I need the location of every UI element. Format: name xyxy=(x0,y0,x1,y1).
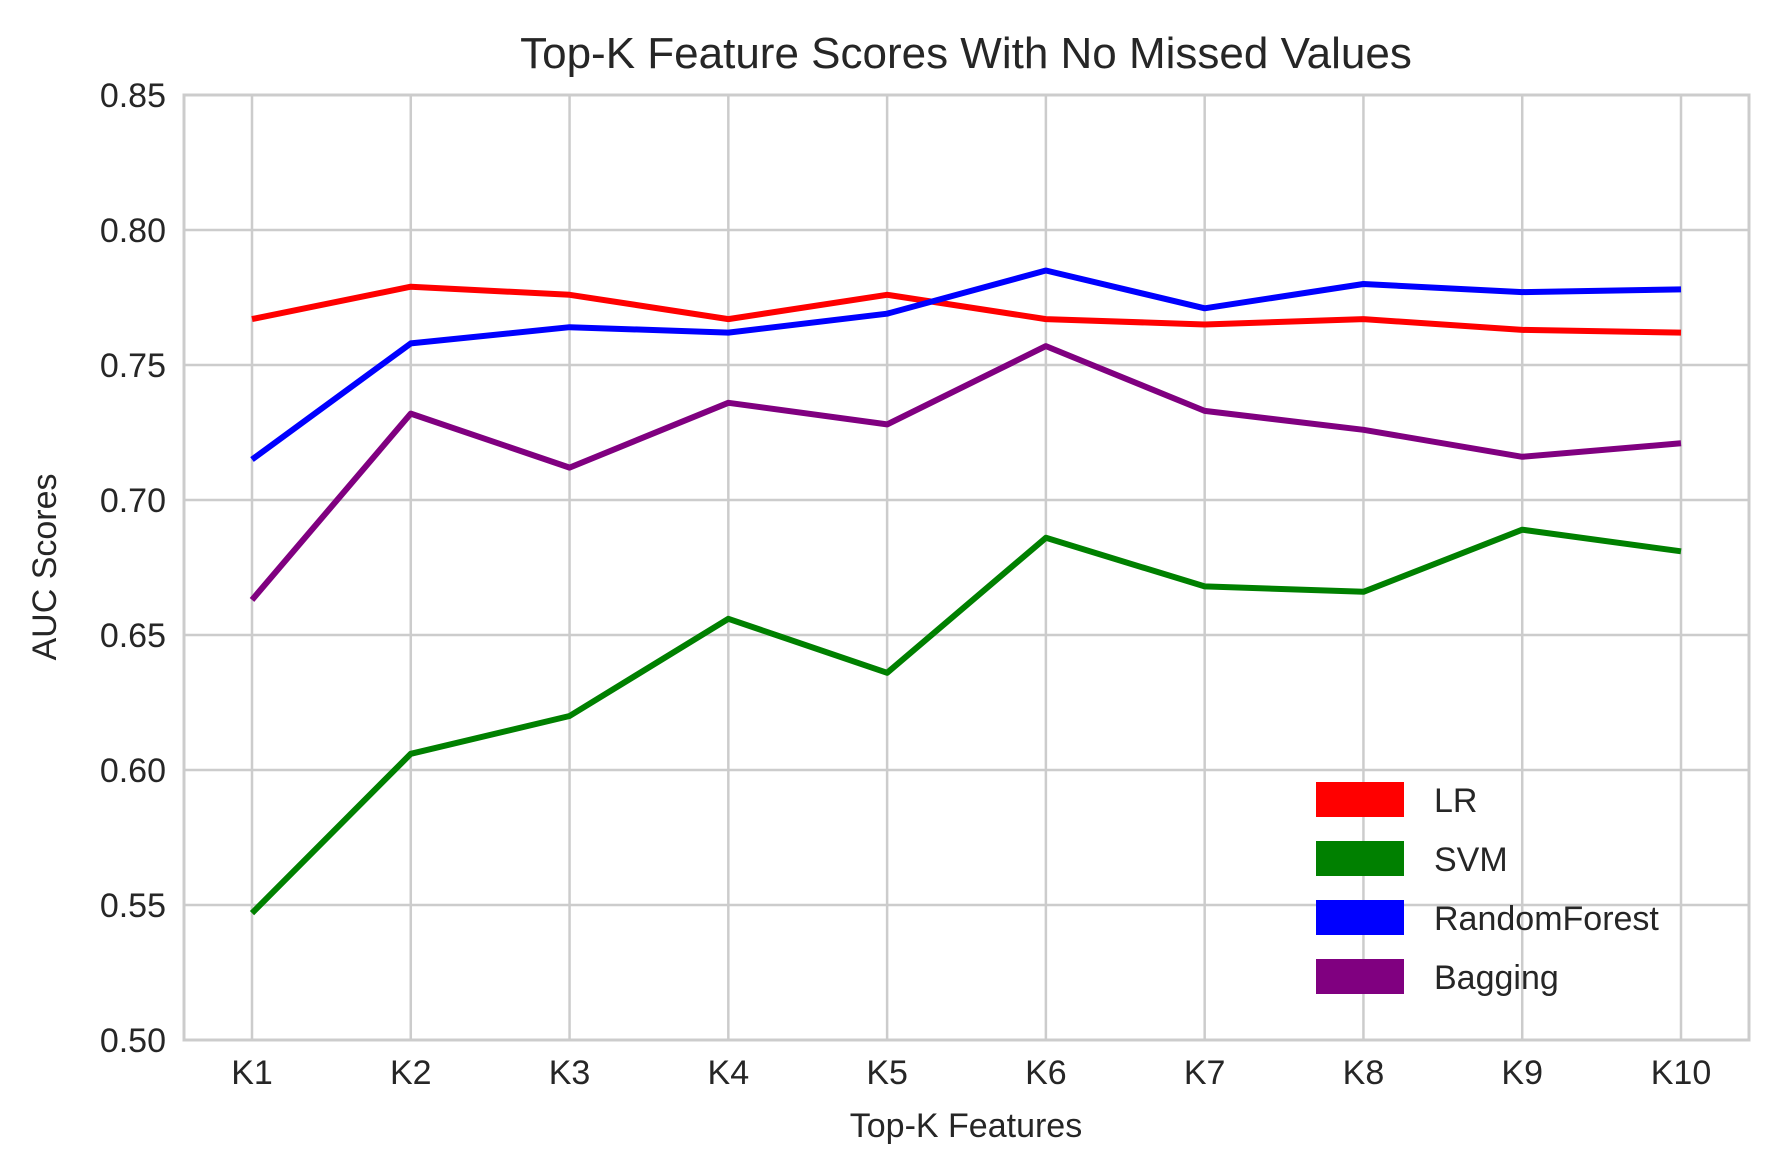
chart-title: Top-K Feature Scores With No Missed Valu… xyxy=(520,29,1412,78)
x-tick-label: K10 xyxy=(1651,1054,1712,1092)
y-tick-label: 0.50 xyxy=(100,1022,166,1060)
legend-swatch-randomforest xyxy=(1316,900,1404,935)
legend-label-lr: LR xyxy=(1434,782,1477,820)
series-line-lr xyxy=(251,283,1682,336)
x-tick-label: K5 xyxy=(866,1054,908,1092)
plot-frame xyxy=(182,93,1751,1042)
legend-label-svm: SVM xyxy=(1434,841,1508,879)
x-tick-label: K6 xyxy=(1025,1054,1067,1092)
y-tick-label: 0.70 xyxy=(100,482,166,520)
legend-swatch-svm xyxy=(1316,841,1404,876)
x-tick-label: K8 xyxy=(1343,1054,1385,1092)
x-tick-label: K9 xyxy=(1501,1054,1543,1092)
x-tick-label: K4 xyxy=(708,1054,750,1092)
legend-label-randomforest: RandomForest xyxy=(1434,900,1659,938)
legend-label-bagging: Bagging xyxy=(1434,959,1559,997)
y-axis-label: AUC Scores xyxy=(26,473,64,660)
x-tick-label: K1 xyxy=(231,1054,273,1092)
y-axis-ticks: 0.50 0.55 0.60 0.65 0.70 0.75 0.80 0.85 xyxy=(100,77,166,1060)
y-tick-label: 0.65 xyxy=(100,617,166,655)
x-axis-label: Top-K Features xyxy=(850,1107,1082,1145)
y-tick-label: 0.75 xyxy=(100,347,166,385)
y-tick-label: 0.85 xyxy=(100,77,166,115)
legend-swatch-lr xyxy=(1316,782,1404,817)
series-line-randomforest xyxy=(250,267,1682,462)
y-tick-label: 0.60 xyxy=(100,752,166,790)
x-tick-label: K3 xyxy=(549,1054,591,1092)
series-lines xyxy=(249,267,1682,916)
plot-background xyxy=(184,95,1749,1040)
series-line-svm xyxy=(249,526,1682,916)
y-tick-label: 0.55 xyxy=(100,887,166,925)
x-axis-ticks: K1 K2 K3 K4 K5 K6 K7 K8 K9 K10 xyxy=(231,1054,1711,1092)
series-line-bagging xyxy=(249,343,1682,602)
legend: LR SVM RandomForest Bagging xyxy=(1316,782,1659,997)
x-tick-label: K2 xyxy=(390,1054,432,1092)
x-tick-label: K7 xyxy=(1184,1054,1226,1092)
y-tick-label: 0.80 xyxy=(100,212,166,250)
legend-swatch-bagging xyxy=(1316,959,1404,994)
